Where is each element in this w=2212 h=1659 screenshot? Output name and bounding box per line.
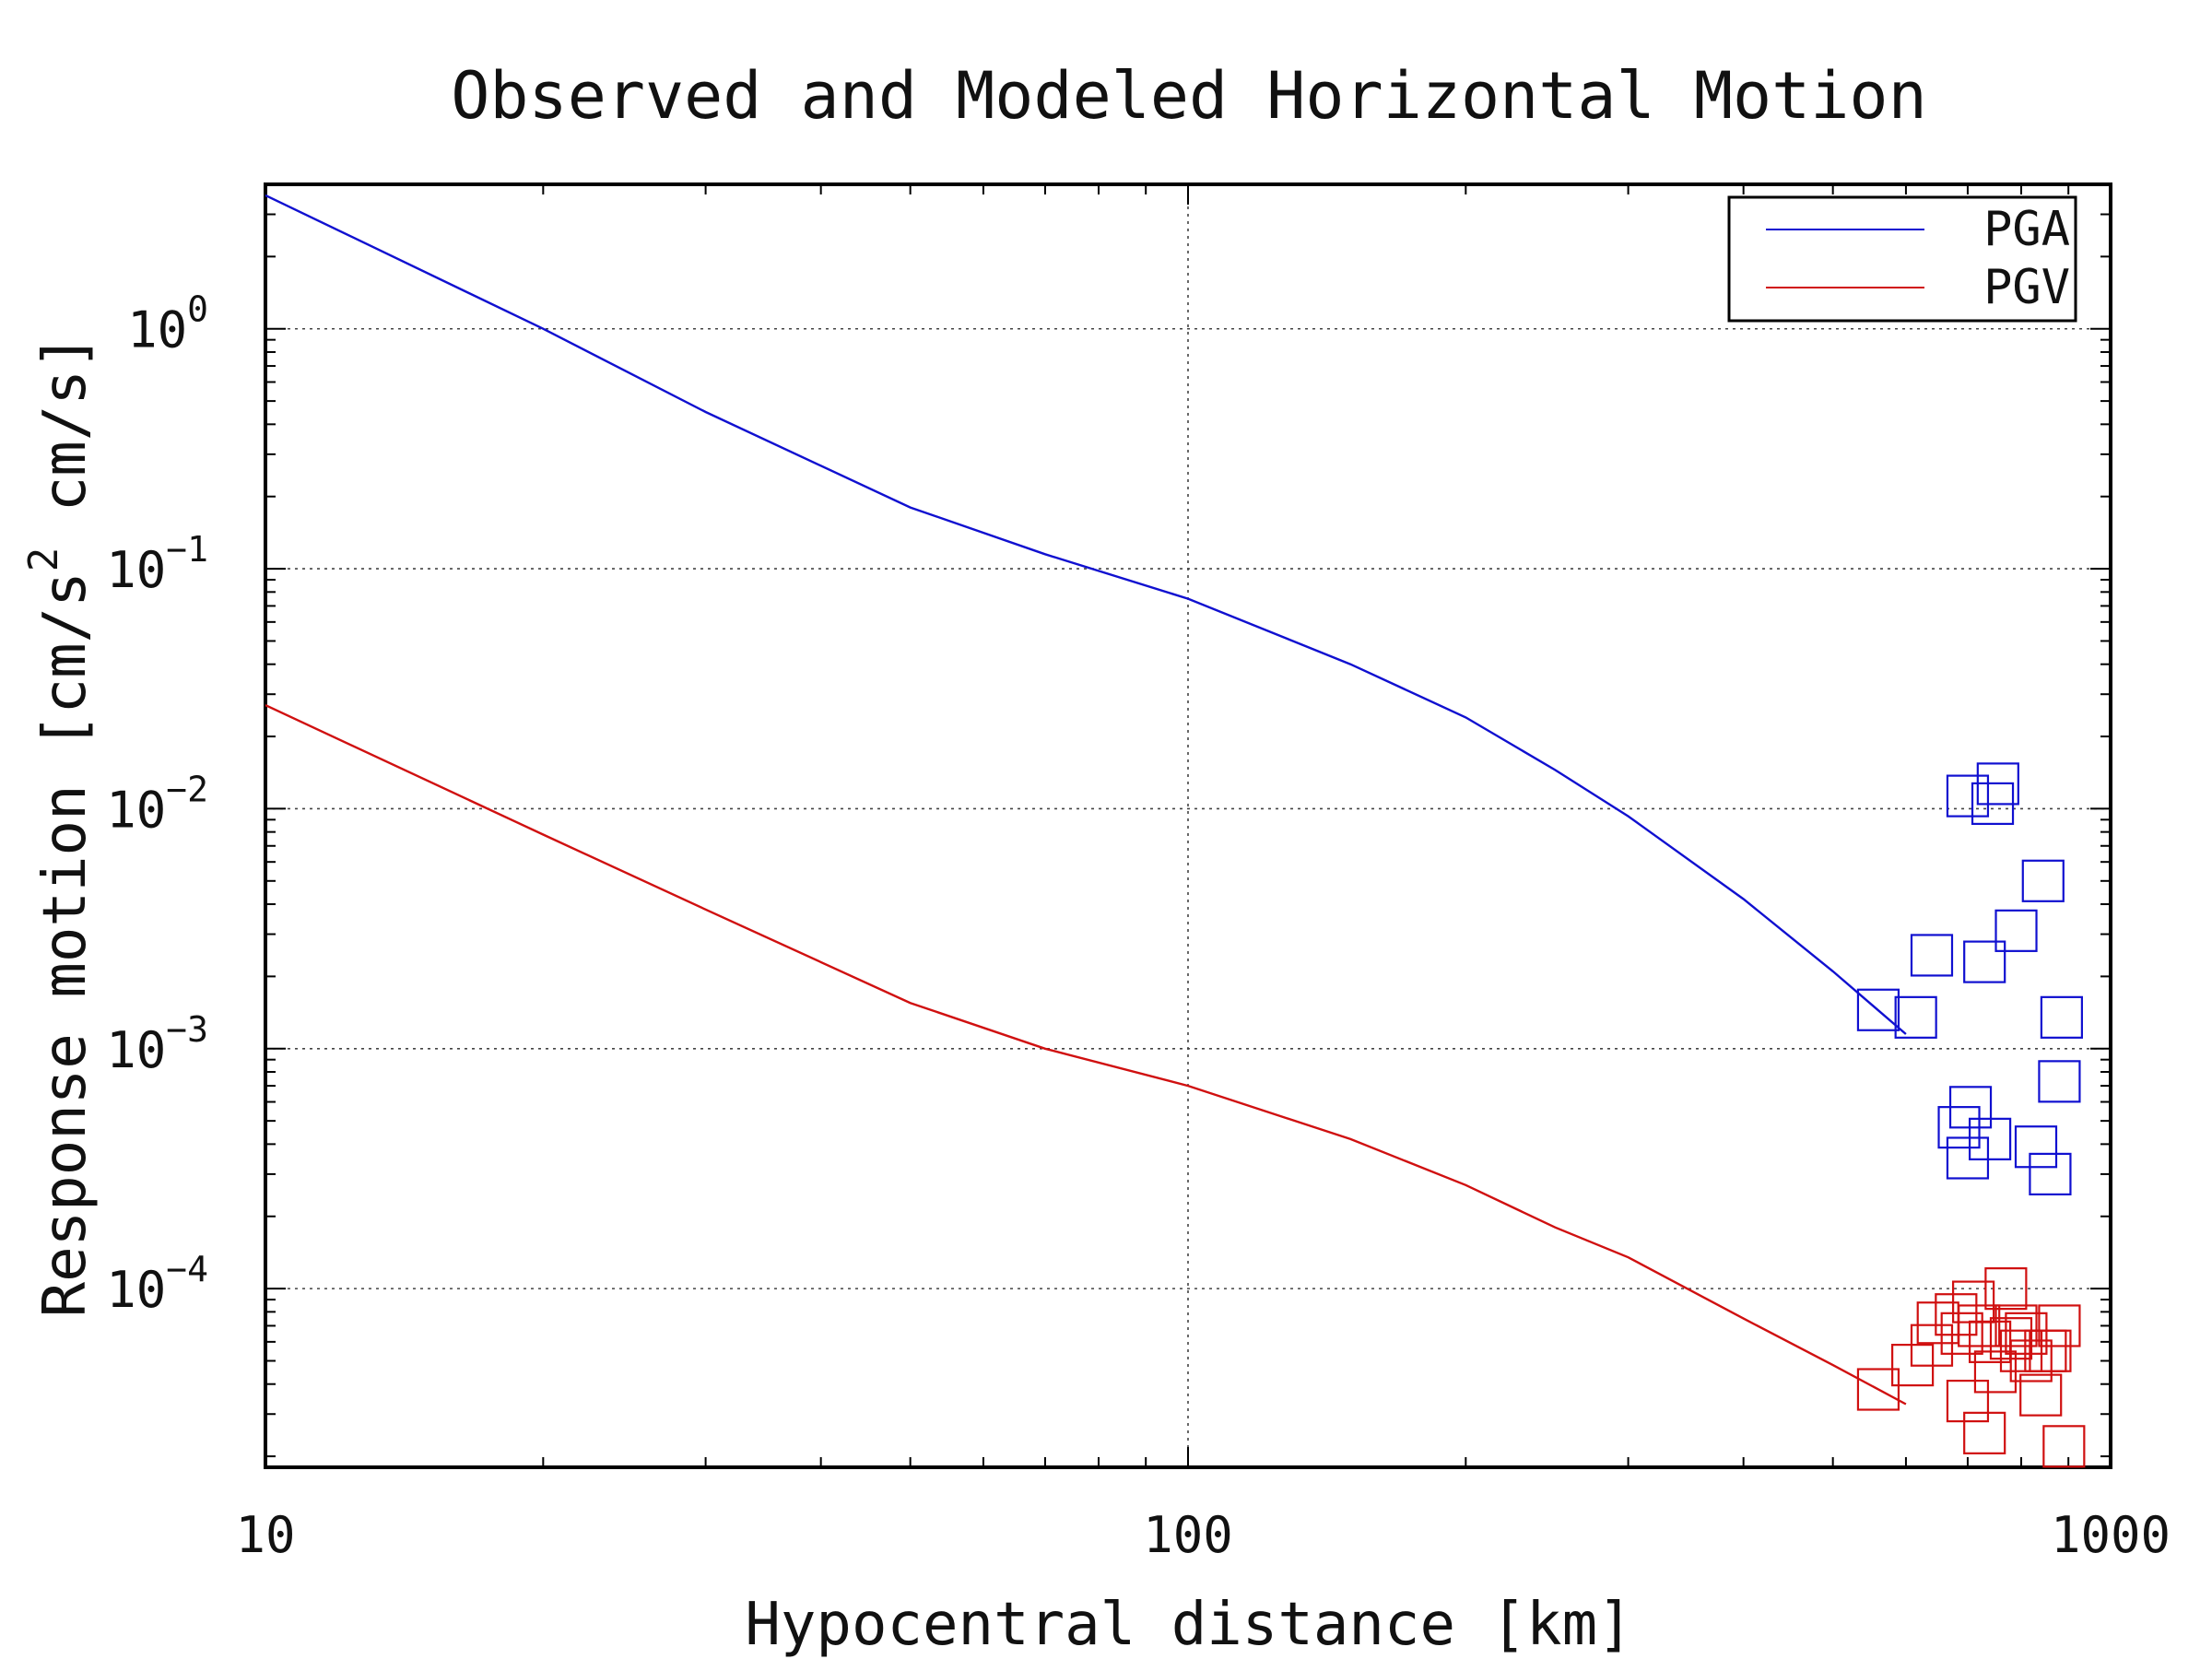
marker-pgv-observed bbox=[2038, 1304, 2081, 1347]
y-axis-label: Response motion [cm/s2 cm/s] bbox=[20, 335, 100, 1318]
legend-label-pga: PGA bbox=[1983, 202, 2070, 257]
marker-pga-observed bbox=[1910, 934, 1954, 977]
marker-pga-observed bbox=[2014, 1125, 2058, 1169]
y-tick-label: 10−4 bbox=[106, 1249, 208, 1319]
series-layer bbox=[265, 194, 2086, 1468]
marker-pga-observed bbox=[2038, 1060, 2081, 1103]
marker-pga-observed bbox=[1994, 909, 2038, 952]
marker-pgv-observed bbox=[1958, 1304, 2001, 1347]
marker-pga-observed bbox=[2021, 859, 2065, 902]
marker-pgv-observed bbox=[1994, 1304, 2038, 1347]
marker-pgv-observed bbox=[1940, 1312, 1983, 1355]
marker-pga-observed bbox=[2029, 1152, 2072, 1195]
legend: PGA PGV bbox=[1727, 195, 2077, 323]
marker-pgv-observed bbox=[1935, 1293, 1978, 1336]
legend-box bbox=[1727, 195, 2077, 323]
legend-label-pgv: PGV bbox=[1983, 260, 2070, 315]
x-axis-label: Hypocentral distance [km] bbox=[745, 1591, 1632, 1659]
y-tick-label: 10−2 bbox=[106, 769, 208, 839]
axis-ticks bbox=[265, 183, 2111, 1467]
marker-pgv-observed bbox=[2009, 1339, 2053, 1382]
marker-pgv-observed bbox=[1856, 1368, 1900, 1411]
chart-title: Observed and Modeled Horizontal Motion bbox=[451, 58, 1926, 134]
marker-pga-observed bbox=[1963, 940, 2006, 983]
marker-pga-observed bbox=[1976, 762, 2019, 806]
marker-pgv-observed bbox=[1946, 1379, 1990, 1423]
marker-pgv-observed bbox=[1984, 1267, 2028, 1311]
marker-pgv-observed bbox=[1963, 1411, 2006, 1454]
marker-pga-observed bbox=[1969, 1117, 2012, 1160]
y-tick-label: 100 bbox=[127, 289, 208, 359]
marker-pgv-observed bbox=[1910, 1324, 1954, 1367]
marker-pgv-observed bbox=[2019, 1373, 2063, 1417]
series-line-pgv bbox=[265, 704, 1907, 1406]
marker-pga-observed bbox=[1946, 774, 1990, 818]
marker-pga-observed bbox=[1856, 988, 1900, 1031]
series-line-pga bbox=[265, 194, 1907, 1035]
x-tick-label: 100 bbox=[1143, 1506, 1233, 1564]
x-tick-label: 1000 bbox=[2051, 1506, 2171, 1564]
grid bbox=[265, 184, 2111, 1467]
marker-pga-observed bbox=[2040, 995, 2083, 1039]
x-tick-labels: 10 100 1000 bbox=[235, 1506, 2171, 1564]
marker-pgv-observed bbox=[2042, 1425, 2086, 1468]
marker-pga-observed bbox=[1946, 1136, 1990, 1180]
marker-pga-observed bbox=[1894, 995, 1937, 1039]
y-tick-label: 10−3 bbox=[106, 1009, 208, 1079]
marker-pga-observed bbox=[1937, 1106, 1981, 1149]
y-tick-label: 10−1 bbox=[106, 529, 208, 599]
marker-pgv-observed bbox=[2029, 1329, 2072, 1372]
y-tick-labels: 100 10−1 10−2 10−3 10−4 bbox=[106, 289, 208, 1319]
x-tick-label: 10 bbox=[235, 1506, 295, 1564]
marker-pgv-observed bbox=[1999, 1329, 2043, 1372]
